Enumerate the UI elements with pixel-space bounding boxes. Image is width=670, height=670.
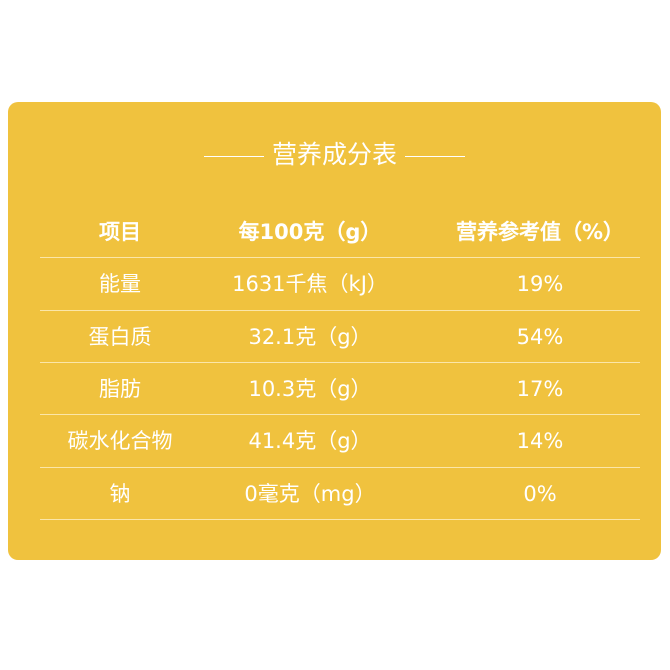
header-nrv: 营养参考值（%）: [455, 220, 625, 244]
row-nrv: 17%: [516, 377, 564, 401]
title-divider-right: [405, 155, 465, 157]
row-amount: 1631千焦（kJ）: [232, 272, 388, 296]
row-label: 蛋白质: [88, 325, 152, 349]
header-item: 项目: [99, 220, 141, 244]
table-row: 碳水化合物 41.4克（g） 14%: [40, 415, 640, 467]
row-amount: 41.4克（g）: [248, 429, 372, 453]
title-divider-left: [203, 155, 264, 157]
row-nrv: 14%: [516, 429, 564, 453]
title-text: 营养成分表: [271, 140, 397, 169]
table-title: 营养成分表: [8, 138, 661, 172]
table-row: 钠 0毫克（mg） 0%: [40, 468, 640, 520]
row-label: 能量: [99, 272, 141, 296]
table-row: 能量 1631千焦（kJ） 19%: [40, 258, 640, 310]
row-amount: 32.1克（g）: [248, 325, 372, 349]
row-label: 钠: [109, 482, 131, 506]
row-label: 脂肪: [99, 377, 141, 401]
row-label: 碳水化合物: [67, 429, 173, 453]
row-nrv: 54%: [516, 325, 564, 349]
divider: [40, 362, 640, 363]
table-row: 蛋白质 32.1克（g） 54%: [40, 311, 640, 363]
divider: [40, 414, 640, 415]
divider: [40, 519, 640, 520]
divider: [40, 257, 640, 258]
divider: [40, 467, 640, 468]
header-per-100g: 每100克（g）: [238, 220, 382, 244]
row-amount: 10.3克（g）: [248, 377, 372, 401]
row-nrv: 0%: [523, 482, 557, 506]
row-nrv: 19%: [516, 272, 564, 296]
nutrition-card: 营养成分表 项目 每100克（g） 营养参考值（%） 能量 1631千焦（kJ）…: [8, 102, 661, 560]
row-amount: 0毫克（mg）: [244, 482, 376, 506]
table-header: 项目 每100克（g） 营养参考值（%）: [40, 206, 640, 258]
divider: [40, 310, 640, 311]
table-row: 脂肪 10.3克（g） 17%: [40, 363, 640, 415]
